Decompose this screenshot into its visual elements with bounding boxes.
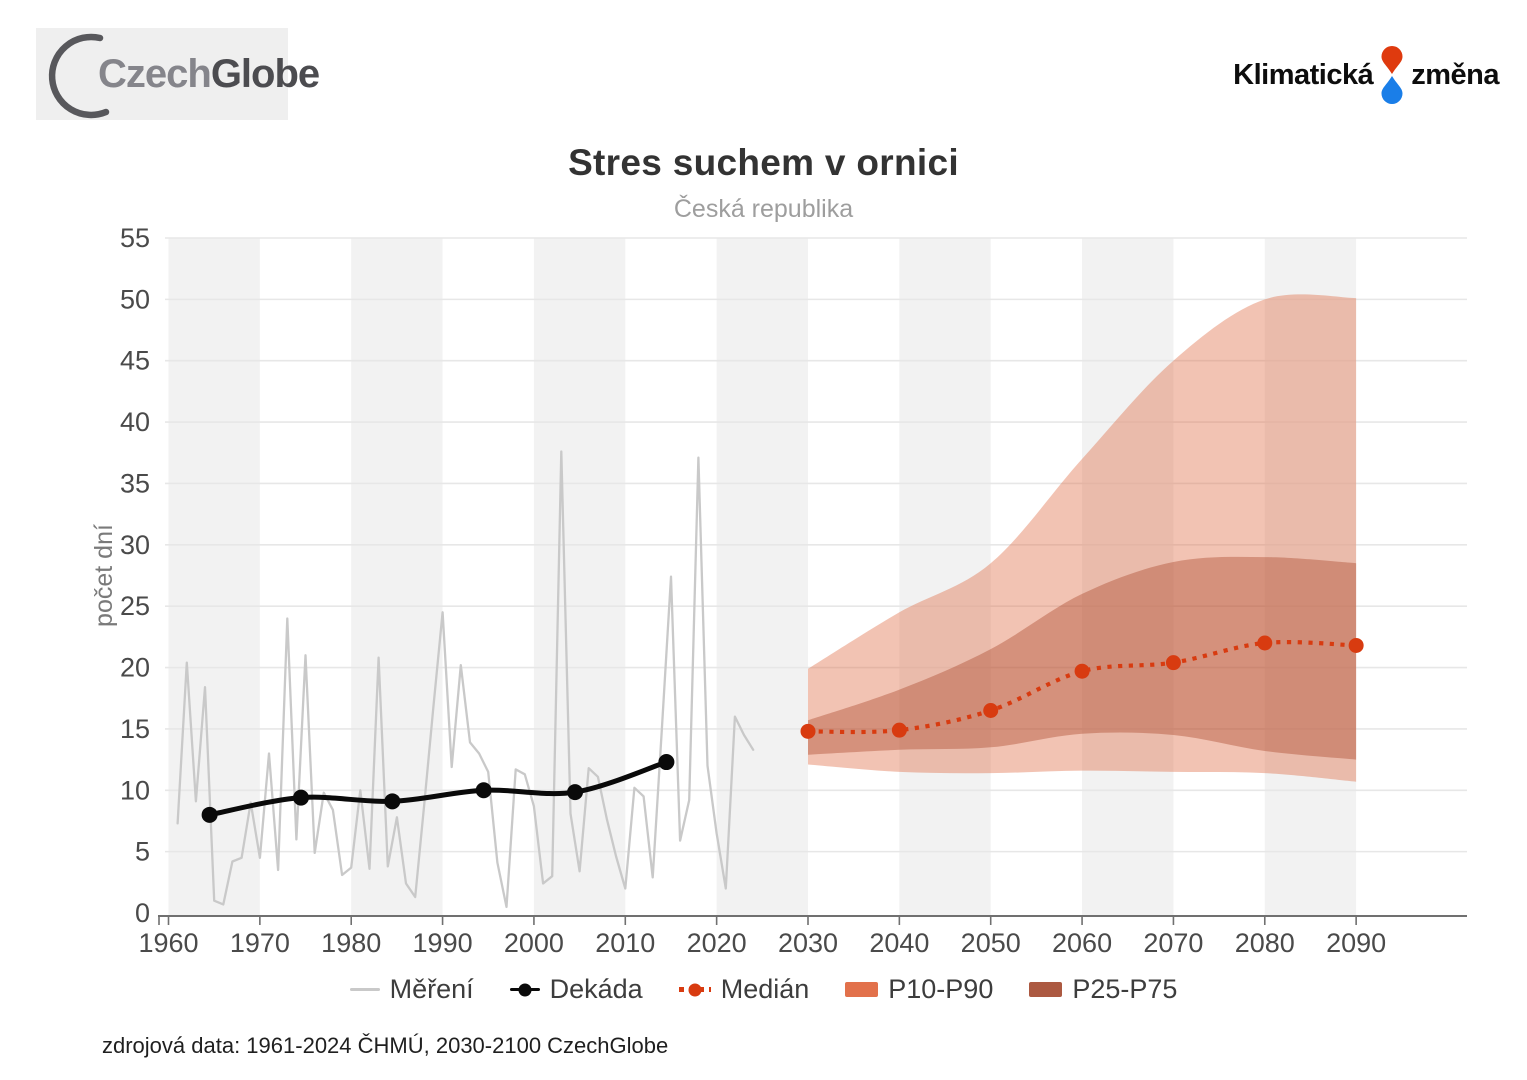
x-tick-label: 2010 <box>595 928 655 958</box>
median-point <box>1165 655 1181 671</box>
y-tick-label: 20 <box>120 653 150 683</box>
median-line-swatch-icon <box>678 983 711 996</box>
x-tick-label: 2000 <box>504 928 564 958</box>
decade-stripe <box>899 238 991 916</box>
x-tick-label: 2050 <box>961 928 1021 958</box>
y-tick-label: 5 <box>135 837 150 867</box>
x-tick-label: 2030 <box>778 928 838 958</box>
median-point <box>1074 663 1090 679</box>
decade-stripe <box>716 238 808 916</box>
y-tick-label: 30 <box>120 530 150 560</box>
drops-icon <box>1381 46 1403 104</box>
median-point <box>1348 637 1364 653</box>
x-tick-label: 2040 <box>869 928 929 958</box>
decade-stripe <box>1082 238 1174 916</box>
legend-label: Medián <box>720 974 810 1004</box>
decade-line-swatch-icon <box>509 983 540 996</box>
y-tick-label: 10 <box>120 775 150 805</box>
decade-stripe <box>351 238 443 916</box>
y-tick-label: 40 <box>120 407 150 437</box>
decade-dot-icon <box>518 983 532 996</box>
measurement-line <box>176 450 755 909</box>
y-tick-label: 55 <box>120 223 150 253</box>
y-tick-label: 0 <box>135 898 150 928</box>
page-subtitle: Česká republika <box>673 195 854 223</box>
legend-item-p25-p75: P25-P75 <box>1029 974 1177 1005</box>
decade-point <box>384 793 401 810</box>
czechglobe-text-czech: Czech <box>98 52 212 96</box>
decade-line <box>207 759 669 818</box>
zmena-label: změna <box>1411 58 1499 91</box>
x-tick-label: 1960 <box>138 928 198 958</box>
x-tick-label: 2090 <box>1326 928 1386 958</box>
y-tick-label: 35 <box>120 468 150 498</box>
x-tick-label: 2060 <box>1052 928 1112 958</box>
median-point <box>1257 635 1273 651</box>
legend: Měření Dekáda Medián P10-P90 P25-P75 <box>0 974 1527 1005</box>
p25-p75-band <box>808 556 1357 760</box>
decade-stripe <box>533 238 626 916</box>
y-axis-title: počet dní <box>90 524 118 627</box>
decade-point <box>475 782 492 799</box>
title-block: Stres suchem v ornici Česká republika <box>0 142 1527 224</box>
x-tick-label: 2070 <box>1143 928 1203 958</box>
x-tick-label: 1970 <box>230 928 290 958</box>
czechglobe-crescent-icon <box>48 33 110 119</box>
x-tick-label: 2080 <box>1235 928 1295 958</box>
klimaticka-zmena-logo: Klimatická změna <box>1233 44 1499 106</box>
legend-label: Dekáda <box>549 974 643 1004</box>
legend-label: P10-P90 <box>888 974 994 1004</box>
y-tick-label: 25 <box>120 591 150 621</box>
legend-item-mereni: Měření <box>349 974 474 1005</box>
y-tick-label: 50 <box>120 284 150 314</box>
measurement-line-swatch-icon <box>349 987 380 992</box>
legend-item-median: Medián <box>678 974 810 1005</box>
median-point <box>983 703 999 719</box>
decade-point <box>567 784 584 801</box>
source-note: zdrojová data: 1961-2024 ČHMÚ, 2030-2100… <box>102 1033 669 1058</box>
x-tick-label: 2020 <box>687 928 747 958</box>
czechglobe-logo-text: CzechGlobe <box>98 52 320 97</box>
decade-point <box>658 754 675 771</box>
decade-point <box>201 806 218 823</box>
x-tick-label: 1990 <box>413 928 473 958</box>
page-title: Stres suchem v ornici <box>568 142 959 183</box>
legend-label: Měření <box>389 974 474 1004</box>
legend-label: P25-P75 <box>1072 974 1178 1004</box>
p10-p90-swatch-icon <box>845 982 879 997</box>
y-tick-label: 15 <box>120 714 150 744</box>
median-dot-icon <box>688 983 702 996</box>
legend-item-dekada: Dekáda <box>509 974 643 1005</box>
czechglobe-text-globe: Globe <box>210 52 320 96</box>
decade-stripe <box>168 238 260 916</box>
p10-p90-band <box>808 294 1357 782</box>
x-tick-label: 1980 <box>321 928 381 958</box>
p25-p75-swatch-icon <box>1029 982 1063 997</box>
czechglobe-logo: CzechGlobe <box>36 28 320 120</box>
y-tick-label: 45 <box>120 346 150 376</box>
klimaticka-label: Klimatická <box>1233 58 1374 91</box>
decade-point <box>292 789 309 806</box>
median-point <box>891 722 907 738</box>
decade-stripe <box>1264 238 1357 916</box>
median-point <box>800 723 816 739</box>
legend-item-p10-p90: P10-P90 <box>845 974 993 1005</box>
